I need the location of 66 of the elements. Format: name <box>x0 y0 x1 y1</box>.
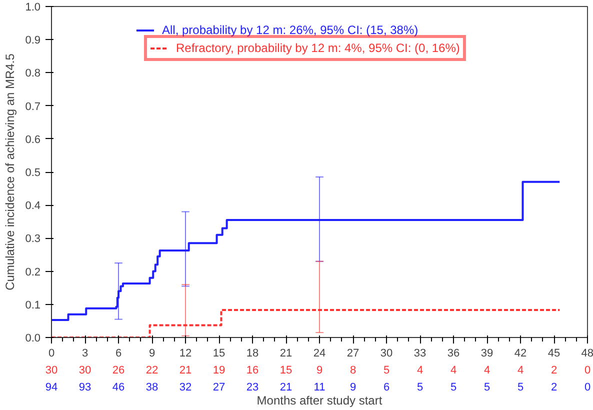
text: 21 <box>280 382 292 394</box>
text: 6 <box>383 382 390 394</box>
text: 26 <box>112 364 125 376</box>
text: 30 <box>78 364 92 376</box>
y-tick-label: 1.0 <box>25 2 41 14</box>
text: 4 <box>484 364 490 376</box>
x-tick-label: 27 <box>346 348 360 360</box>
text: 2 <box>550 382 558 394</box>
text: 5 <box>450 382 457 394</box>
x-tick-label: 6 <box>115 348 122 360</box>
text: 4 <box>517 364 524 376</box>
text: 19 <box>212 364 226 376</box>
text: 46 <box>112 382 125 394</box>
y-axis-title: Cumulative incidence of achieving an MR4.5 <box>3 53 18 290</box>
y-tick-label: 0.4 <box>25 200 41 212</box>
legend-label: Refractory, probability by 12 m: 4%, 95% CI: (0, 16%) <box>176 41 460 55</box>
text: 16 <box>246 364 259 376</box>
text: 5 <box>517 382 524 394</box>
text: 9 <box>316 364 323 376</box>
text: 8 <box>350 364 356 376</box>
y-tick-label: 0.1 <box>25 299 41 312</box>
text: 30 <box>45 364 58 376</box>
text: 0 <box>584 382 591 394</box>
text: 2 <box>550 364 558 376</box>
text: 11 <box>314 382 326 394</box>
y-tick-label: 0.5 <box>25 167 41 179</box>
x-tick-label: 42 <box>514 348 527 360</box>
text: 4 <box>416 364 424 376</box>
x-tick-label: 24 <box>313 348 326 360</box>
x-tick-label: 36 <box>447 348 460 360</box>
text: 5 <box>484 382 490 394</box>
y-tick-label: 0.7 <box>25 100 41 113</box>
x-tick-label: 45 <box>548 348 560 360</box>
text: 94 <box>45 382 58 394</box>
text: 4 <box>450 364 457 376</box>
y-tick-label: 0.9 <box>25 34 41 47</box>
text: 38 <box>146 382 158 394</box>
text: 5 <box>383 364 390 376</box>
legend-label: All, probability by 12 m: 26%, 95% CI: (15, 38%) <box>162 23 418 37</box>
x-tick-label: 3 <box>82 348 88 360</box>
y-tick-label: 0.3 <box>25 233 41 246</box>
y-tick-label: 0.2 <box>25 266 41 278</box>
text: 21 <box>179 364 192 376</box>
x-tick-label: 9 <box>148 348 156 360</box>
x-tick-label: 33 <box>414 348 426 360</box>
text: 23 <box>246 382 259 394</box>
y-tick-label: 0.0 <box>25 332 41 344</box>
text: 5 <box>416 382 424 394</box>
text: 15 <box>280 364 292 376</box>
x-tick-label: 48 <box>581 348 593 360</box>
x-tick-label: 21 <box>280 348 292 360</box>
x-tick-label: 12 <box>179 348 192 360</box>
x-tick-label: 18 <box>246 348 259 360</box>
x-tick-label: 0 <box>48 348 55 360</box>
y-tick-label: 0.6 <box>25 134 41 146</box>
y-tick-label: 0.8 <box>25 68 41 80</box>
text: 93 <box>78 382 92 394</box>
text: 9 <box>350 382 356 394</box>
x-axis-title: Months after study start <box>256 394 383 408</box>
text: 32 <box>179 382 192 394</box>
x-tick-label: 15 <box>212 348 226 360</box>
text: 22 <box>146 364 158 376</box>
text: 0 <box>584 364 591 376</box>
text: 27 <box>212 382 226 394</box>
x-tick-label: 30 <box>380 348 393 360</box>
x-tick-label: 39 <box>480 348 494 360</box>
